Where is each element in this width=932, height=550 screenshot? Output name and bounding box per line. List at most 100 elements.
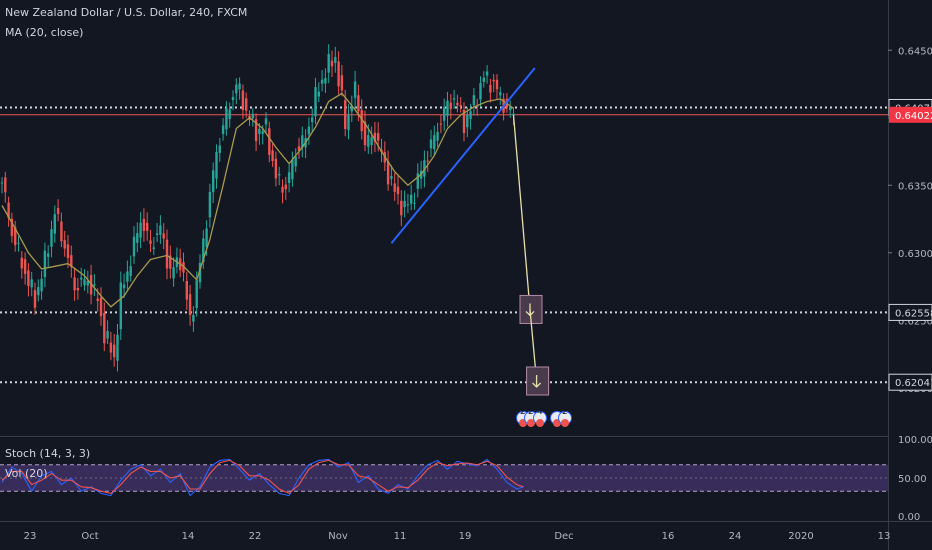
stoch-d-line bbox=[1, 459, 524, 495]
event-count-label: 2 bbox=[562, 407, 568, 417]
time-axis-label: 23 bbox=[24, 531, 37, 542]
time-axis-label: Oct bbox=[81, 531, 98, 542]
candle-body bbox=[14, 227, 17, 246]
candle-body bbox=[363, 121, 367, 146]
candle-body bbox=[132, 236, 136, 257]
stoch-scale-label: 50.00 bbox=[898, 474, 927, 485]
candle-body bbox=[99, 297, 103, 317]
candle-body bbox=[76, 288, 80, 291]
candle-body bbox=[188, 294, 192, 315]
candle-body bbox=[208, 191, 212, 218]
candle-body bbox=[17, 242, 20, 244]
event-flag-icon bbox=[527, 419, 535, 427]
ma-legend[interactable]: MA (20, close) bbox=[5, 26, 84, 39]
candle-body bbox=[106, 330, 109, 339]
stoch-scale-label: 100.00 bbox=[898, 435, 932, 446]
candle-body bbox=[96, 298, 99, 301]
candle-body bbox=[73, 277, 76, 291]
candle-body bbox=[202, 238, 205, 263]
candle-body bbox=[50, 229, 53, 247]
projection-path[interactable] bbox=[512, 114, 531, 310]
candle-body bbox=[103, 313, 106, 344]
candle-body bbox=[221, 125, 225, 134]
candle-body bbox=[89, 275, 93, 295]
candle-body bbox=[122, 284, 126, 289]
candle-body bbox=[261, 131, 264, 134]
candle-body bbox=[469, 111, 472, 119]
candle-body bbox=[485, 71, 489, 76]
candle-body bbox=[218, 145, 221, 153]
candle-body bbox=[0, 182, 4, 184]
candle-body bbox=[320, 79, 324, 84]
candle-body bbox=[27, 270, 30, 287]
candle-body bbox=[136, 233, 139, 243]
candle-body bbox=[433, 135, 436, 150]
candle-body bbox=[370, 137, 373, 146]
candle-body bbox=[396, 186, 400, 195]
candle-body bbox=[350, 106, 353, 112]
candle-body bbox=[185, 281, 188, 300]
stoch-scale-label: 0.00 bbox=[898, 512, 920, 523]
candle-body bbox=[367, 135, 370, 147]
candle-body bbox=[466, 114, 469, 128]
candle-body bbox=[472, 95, 476, 106]
projection-box[interactable] bbox=[526, 366, 550, 396]
candle-body bbox=[423, 160, 426, 177]
candle-body bbox=[198, 262, 202, 283]
candle-body bbox=[60, 221, 63, 242]
candle-body bbox=[129, 266, 132, 276]
candle-body bbox=[225, 108, 228, 130]
time-axis-label: 19 bbox=[459, 531, 472, 542]
candle-body bbox=[317, 91, 320, 97]
candle-body bbox=[456, 102, 459, 106]
candle-body bbox=[70, 255, 73, 268]
candle-body bbox=[23, 259, 27, 274]
time-axis-label: 2020 bbox=[788, 531, 813, 542]
candle-body bbox=[406, 204, 410, 206]
candle-body bbox=[287, 172, 291, 183]
candle-body bbox=[443, 107, 446, 121]
candle-body bbox=[212, 170, 215, 193]
current-price-tag bbox=[889, 106, 932, 123]
candle-body bbox=[489, 84, 492, 93]
candle-body bbox=[344, 100, 347, 129]
vol-legend[interactable]: Vol (20) bbox=[5, 467, 48, 480]
candle-body bbox=[93, 284, 96, 286]
candle-body bbox=[53, 214, 56, 234]
candle-body bbox=[215, 152, 218, 179]
level-price-tag bbox=[888, 303, 932, 321]
candle-body bbox=[436, 132, 439, 141]
ascending-trendline[interactable] bbox=[390, 67, 536, 244]
stoch-band bbox=[0, 464, 888, 492]
candle-body bbox=[7, 202, 10, 218]
candle-body bbox=[235, 84, 238, 94]
candle-body bbox=[413, 202, 416, 204]
candle-body bbox=[205, 228, 208, 247]
time-axis-label: Nov bbox=[328, 531, 348, 542]
candle-body bbox=[416, 173, 419, 189]
time-axis-label: 14 bbox=[182, 531, 195, 542]
candle-body bbox=[327, 54, 330, 73]
candle-body bbox=[297, 146, 301, 152]
candle-body bbox=[4, 177, 7, 193]
candle-body bbox=[459, 104, 462, 107]
candle-body bbox=[56, 208, 60, 215]
time-axis-label: 11 bbox=[394, 531, 407, 542]
candle-body bbox=[155, 233, 159, 235]
candle-body bbox=[149, 240, 152, 244]
stoch-legend[interactable]: Stoch (14, 3, 3) bbox=[5, 447, 91, 460]
candle-body bbox=[139, 222, 142, 238]
event-count-label: 4 bbox=[537, 407, 543, 417]
candle-body bbox=[390, 176, 393, 179]
candle-body bbox=[357, 95, 360, 112]
symbol-legend[interactable]: New Zealand Dollar / U.S. Dollar, 240, F… bbox=[5, 6, 248, 19]
candle-body bbox=[182, 262, 185, 273]
candle-body bbox=[353, 81, 357, 98]
candle-body bbox=[291, 159, 294, 180]
candle-body bbox=[400, 200, 403, 216]
candle-body bbox=[334, 56, 337, 63]
candle-body bbox=[307, 126, 311, 135]
